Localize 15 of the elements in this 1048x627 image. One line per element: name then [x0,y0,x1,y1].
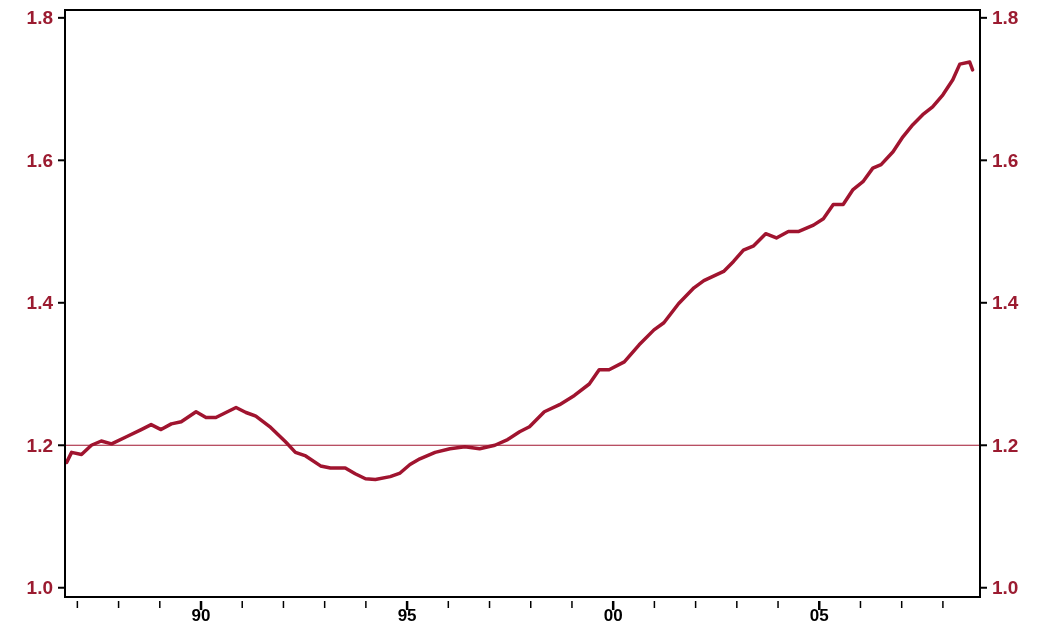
y-tick-label: 1.2 [26,434,53,456]
y-tick-label: 1.8 [26,7,53,29]
y2-tick-label: 1.8 [992,7,1019,29]
x-tick-label: 05 [809,606,829,625]
y-tick-label: 1.0 [26,577,53,599]
y-tick-label: 1.6 [26,149,53,171]
y2-tick-label: 1.4 [992,292,1019,314]
y2-tick-label: 1.0 [992,577,1019,599]
y-tick-label: 1.4 [26,292,54,314]
x-tick-label: 90 [191,606,211,625]
line-series [64,60,975,482]
y2-tick-label: 1.2 [992,434,1019,456]
x-tick-label: 00 [603,606,623,625]
y2-tick-label: 1.6 [992,149,1019,171]
x-tick-label: 95 [397,606,417,625]
